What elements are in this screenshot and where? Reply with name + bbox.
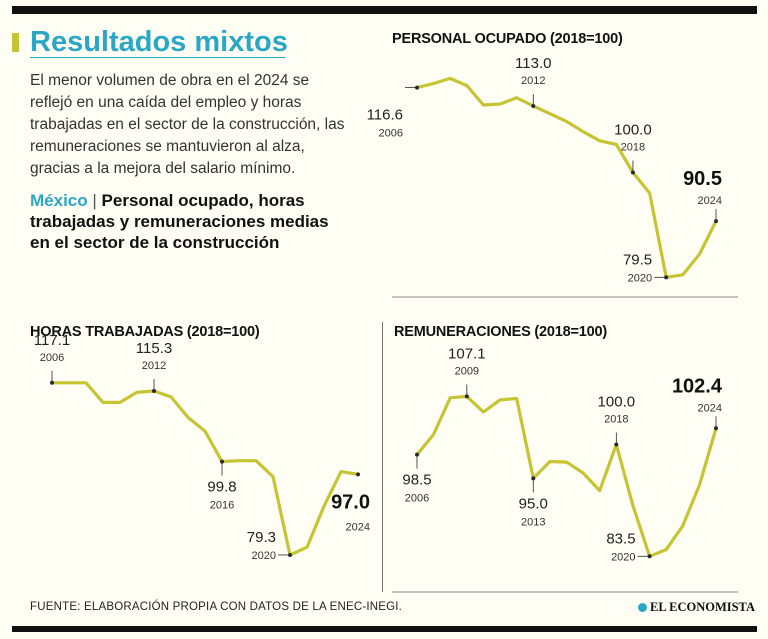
brand-dot-icon [638, 603, 647, 612]
horas-value-label-2016: 99.8 [207, 479, 236, 496]
horas-year-label-2020: 2020 [252, 550, 276, 562]
horas-value-label-2012: 115.3 [136, 340, 172, 357]
remuneraciones-year-label-2006: 2006 [405, 493, 429, 505]
horas-value-label-2020: 79.3 [247, 529, 276, 546]
personal-year-label-2006: 2006 [379, 128, 403, 140]
remuneraciones-value-label-2009: 107.1 [448, 345, 486, 362]
brand-text: EL ECONOMISTA [650, 600, 755, 614]
remuneraciones-value-label-2018: 100.0 [598, 394, 636, 411]
personal-value-label-2012: 113.0 [515, 55, 551, 72]
vertical-divider [382, 322, 383, 592]
subtitle-separator: | [92, 191, 97, 210]
personal-year-label-2018: 2018 [621, 142, 645, 154]
remuneraciones-value-label-2020: 83.5 [606, 530, 635, 547]
horas-value-label-2006: 117.1 [34, 332, 70, 349]
page-title: Resultados mixtos [30, 26, 288, 58]
horas-year-label-2006: 2006 [40, 352, 64, 364]
bottom-rule [12, 626, 757, 632]
remuneraciones-value-label-2006: 98.5 [402, 472, 431, 489]
subtitle-country: México [30, 191, 88, 210]
remuneraciones-year-label-2018: 2018 [604, 414, 628, 426]
chart-title-personal: PERSONAL OCUPADO (2018=100) [392, 31, 623, 47]
chart-title-remuneraciones: REMUNERACIONES (2018=100) [394, 324, 607, 340]
source-note: FUENTE: ELABORACIÓN PROPIA CON DATOS DE … [30, 601, 403, 613]
title-accent-bar [12, 33, 19, 52]
chart-subtitle: México | Personal ocupado, horas trabaja… [30, 190, 350, 253]
personal-value-label-2018: 100.0 [614, 122, 652, 139]
horas-year-label-2016: 2016 [210, 500, 234, 512]
horas-year-label-2024: 2024 [346, 521, 370, 533]
remuneraciones-year-label-2020: 2020 [611, 551, 635, 563]
remuneraciones-year-label-2013: 2013 [521, 516, 545, 528]
horas-point-2024 [356, 472, 360, 477]
top-rule [12, 6, 757, 14]
remuneraciones-series-line [415, 394, 718, 558]
personal-year-label-2024: 2024 [698, 195, 722, 207]
brand-logo: EL ECONOMISTA [638, 600, 755, 615]
title-underline [30, 57, 285, 58]
chart-title-horas: HORAS TRABAJADAS (2018=100) [30, 324, 260, 340]
horas-series-line [50, 381, 360, 557]
personal-value-label-2006: 116.6 [367, 107, 403, 124]
personal-value-label-2024: 90.5 [683, 168, 722, 190]
personal-year-label-2020: 2020 [628, 272, 652, 284]
personal-year-label-2012: 2012 [521, 75, 545, 87]
remuneraciones-year-label-2024: 2024 [698, 402, 722, 414]
remuneraciones-value-label-2024: 102.4 [672, 375, 723, 397]
horas-value-label-2024: 97.0 [331, 491, 370, 513]
remuneraciones-year-label-2009: 2009 [455, 365, 479, 377]
personal-value-label-2020: 79.5 [623, 251, 652, 268]
subtitle-text: Personal ocupado, horas trabajadas y rem… [30, 191, 329, 252]
horas-year-label-2012: 2012 [142, 360, 166, 372]
remuneraciones-value-label-2013: 95.0 [519, 495, 548, 512]
lead-paragraph: El menor volumen de obra en el 2024 se r… [30, 72, 345, 177]
